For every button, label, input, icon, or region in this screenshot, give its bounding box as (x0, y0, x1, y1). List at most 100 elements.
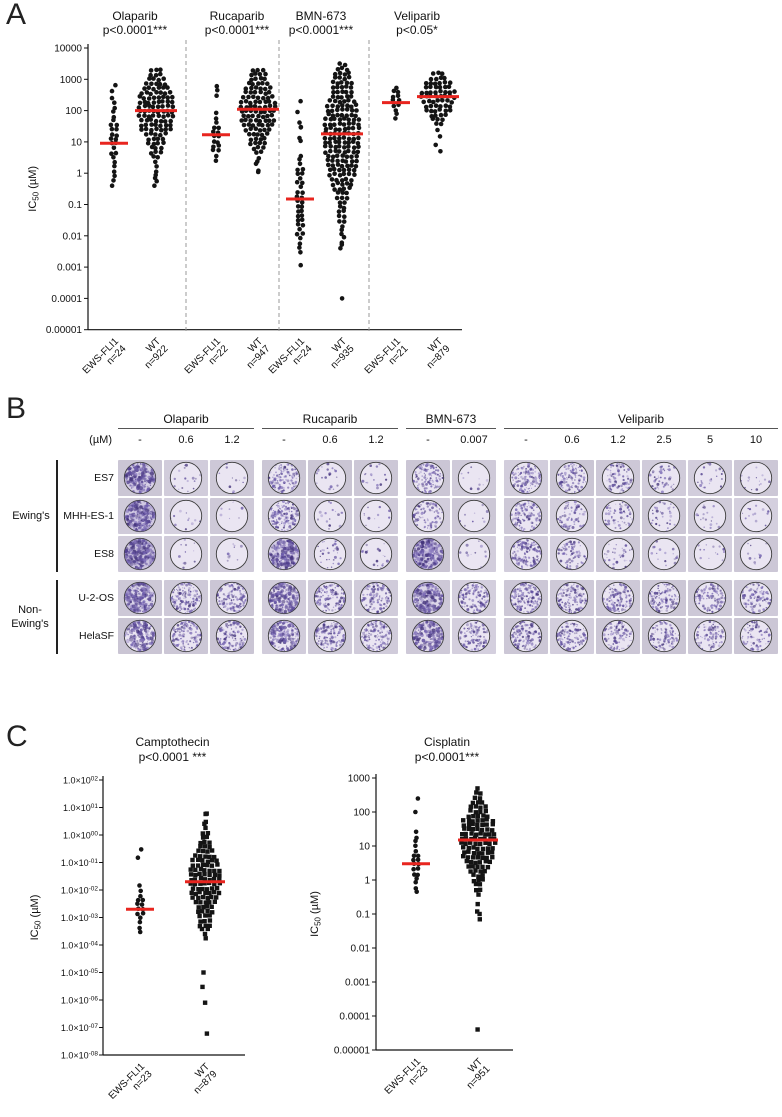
colony-well (550, 536, 594, 572)
colony-well (118, 460, 162, 496)
svg-text:WTn=922: WTn=922 (135, 336, 170, 371)
colony-well (164, 536, 208, 572)
colony-well (406, 498, 450, 534)
colony-well (688, 580, 732, 616)
row-label-es7: ES7 (94, 472, 114, 484)
colony-well (164, 580, 208, 616)
colony-well (550, 460, 594, 496)
colony-well (452, 618, 496, 654)
row-label-es8: ES8 (94, 548, 114, 560)
dose-label: 0.007 (460, 434, 488, 446)
colony-well (308, 580, 352, 616)
dose-label: 2.5 (656, 434, 672, 446)
dose-label: 1.2 (224, 434, 240, 446)
svg-text:100: 100 (65, 106, 82, 117)
dose-unit-label: (µM) (89, 434, 112, 446)
colony-well (504, 580, 548, 616)
dose-label: 1.2 (368, 434, 384, 446)
dose-label: - (138, 434, 142, 446)
colony-well (354, 460, 398, 496)
colony-well (642, 580, 686, 616)
svg-text:WTn=879: WTn=879 (417, 336, 452, 371)
dose-label: 0.6 (178, 434, 194, 446)
colony-well (550, 618, 594, 654)
dose-label: - (426, 434, 430, 446)
colony-well (734, 618, 778, 654)
colony-well (210, 536, 254, 572)
colony-well (118, 618, 162, 654)
drug-header-rucaparib: Rucaparib (262, 412, 398, 429)
colony-well (642, 618, 686, 654)
colony-well (596, 536, 640, 572)
colony-well (642, 498, 686, 534)
colony-well (688, 536, 732, 572)
svg-text:BMN-673: BMN-673 (296, 9, 347, 23)
svg-text:Olaparib: Olaparib (112, 9, 158, 23)
colony-well (734, 498, 778, 534)
colony-well (504, 618, 548, 654)
colony-well (504, 460, 548, 496)
svg-text:Veliparib: Veliparib (394, 9, 440, 23)
colony-well (596, 460, 640, 496)
row-label-mhh-es-1: MHH-ES-1 (63, 510, 114, 522)
panel-a-scatter-chart: 10000 1000 100 10 1 0.1 0.01 0.001 0.0001 0.00001… (28, 9, 462, 384)
colony-well (452, 536, 496, 572)
panel-c-label: C (6, 720, 28, 753)
colony-well (688, 460, 732, 496)
ewings-bracket (56, 460, 58, 572)
drug-header-olaparib: Olaparib (118, 412, 254, 429)
cell-group-label-ewings: Ewing's (12, 510, 50, 522)
colony-well (262, 536, 306, 572)
colony-well (354, 618, 398, 654)
colony-well (210, 580, 254, 616)
colony-well (452, 498, 496, 534)
colony-well (596, 580, 640, 616)
colony-well (504, 498, 548, 534)
colony-well (406, 460, 450, 496)
svg-text:WTn=947: WTn=947 (237, 336, 272, 371)
drug-header-veliparib: Veliparib (504, 412, 778, 429)
panel-b: B Olaparib Rucaparib BMN-673 Veliparib (µM) -… (0, 394, 782, 670)
colony-well (354, 580, 398, 616)
colony-well (354, 536, 398, 572)
dose-label: 0.6 (322, 434, 338, 446)
colony-well (118, 536, 162, 572)
svg-text:10: 10 (71, 137, 83, 148)
colony-well (550, 580, 594, 616)
colony-well (550, 498, 594, 534)
panel-c-cisplatin-chart: Cisplatinp<0.0001***10001001010.10.010.0… (309, 735, 513, 1097)
colony-well (210, 618, 254, 654)
svg-text:0.00001: 0.00001 (46, 325, 83, 336)
non-ewings-bracket (56, 580, 58, 654)
dose-label: 10 (749, 434, 763, 446)
svg-text:EWS-FLI1n=22: EWS-FLI1n=22 (183, 336, 231, 384)
svg-text:1000: 1000 (60, 75, 83, 86)
svg-text:EWS-FLI1n=24: EWS-FLI1n=24 (81, 336, 129, 384)
svg-text:EWS-FLI1n=21: EWS-FLI1n=21 (363, 336, 411, 384)
dose-label: - (524, 434, 528, 446)
svg-text:EWS-FLI1n=24: EWS-FLI1n=24 (267, 336, 315, 384)
dose-label: 0.6 (564, 434, 580, 446)
svg-text:Rucaparib: Rucaparib (210, 9, 265, 23)
colony-well (118, 498, 162, 534)
drug-header-bmn-673: BMN-673 (406, 412, 496, 429)
svg-text:IC50 (µM): IC50 (µM) (28, 166, 41, 212)
svg-text:10000: 10000 (54, 44, 82, 55)
colony-well (596, 498, 640, 534)
colony-well (210, 460, 254, 496)
dose-label: - (282, 434, 286, 446)
svg-text:0.0001: 0.0001 (51, 294, 82, 305)
colony-well (262, 618, 306, 654)
colony-well (688, 618, 732, 654)
colony-well (452, 580, 496, 616)
colony-well (406, 536, 450, 572)
colony-well (262, 460, 306, 496)
colony-well (164, 498, 208, 534)
cell-group-label-non-ewings: Non- Ewing's (11, 604, 49, 630)
colony-well (164, 460, 208, 496)
svg-text:1: 1 (76, 169, 82, 180)
row-label-helasf: HelaSF (78, 630, 114, 642)
panel-b-label: B (6, 392, 27, 425)
colony-well (308, 618, 352, 654)
colony-well (688, 498, 732, 534)
